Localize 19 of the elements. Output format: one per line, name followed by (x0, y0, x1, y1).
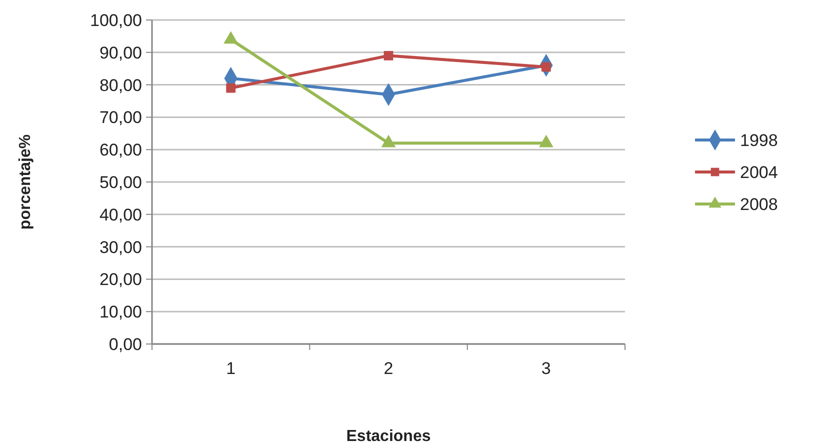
x-tick-label: 3 (541, 359, 551, 378)
y-tick-label: 60,00 (99, 140, 142, 160)
legend-label: 2008 (740, 194, 778, 214)
y-tick-label: 20,00 (99, 270, 142, 290)
x-tick-label: 1 (226, 359, 236, 378)
y-tick-label: 100,00 (90, 10, 142, 30)
y-tick-label: 70,00 (99, 108, 142, 128)
y-tick-label: 0,00 (108, 334, 142, 354)
legend-label: 1998 (740, 130, 778, 150)
y-tick-label: 50,00 (99, 172, 142, 192)
y-tick-label: 10,00 (99, 302, 142, 322)
legend-label: 2004 (740, 162, 778, 182)
x-axis-title: Estaciones (346, 428, 431, 445)
y-tick-label: 80,00 (99, 76, 142, 95)
y-tick-label: 90,00 (99, 43, 142, 62)
y-tick-label: 40,00 (99, 205, 142, 224)
y-axis-title: porcentaje% (17, 134, 34, 230)
y-tick-label: 30,00 (99, 238, 142, 257)
x-tick-label: 2 (384, 359, 394, 378)
